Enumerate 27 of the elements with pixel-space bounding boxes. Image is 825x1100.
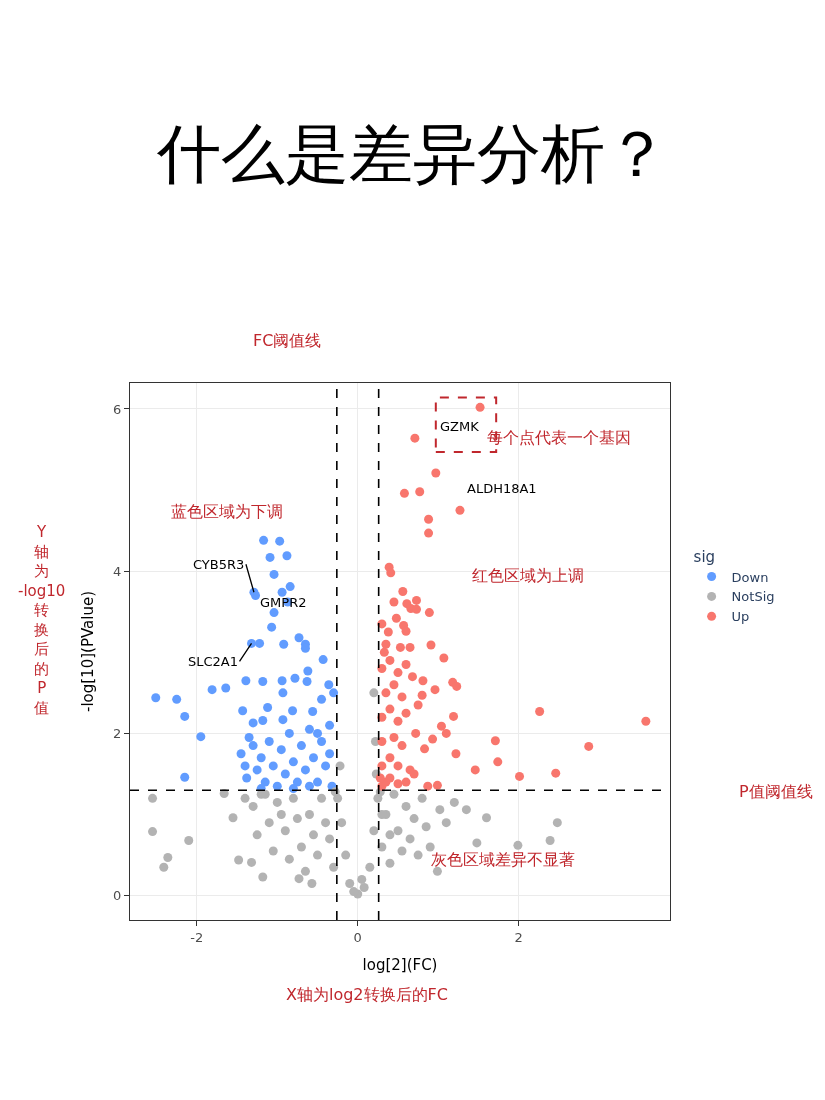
legend-label: Down xyxy=(731,569,769,585)
annotation: SLC2A1 xyxy=(188,654,239,669)
annotation: GZMK xyxy=(440,419,480,434)
annotation: CYB5R3 xyxy=(193,557,245,572)
legend-label: NotSig xyxy=(731,589,775,605)
y-tick-label: 2 xyxy=(113,725,122,741)
x-tick-label: 0 xyxy=(353,929,362,945)
annotation: GMPR2 xyxy=(260,595,307,610)
annotation: 蓝色区域为下调 xyxy=(171,502,283,521)
annotation: 每个点代表一个基因 xyxy=(487,428,631,447)
legend-label: Up xyxy=(731,609,750,625)
chart-title: 什么是差异分析？ xyxy=(155,117,669,192)
x-tick-label: -2 xyxy=(190,929,204,945)
legend-title: sig xyxy=(693,547,716,566)
x-axis-title: log[2](FC) xyxy=(362,955,438,974)
text: FC阈值线 xyxy=(253,331,322,350)
y-axis-title: -log[10](PValue) xyxy=(79,590,98,713)
annotation: 灰色区域差异不显著 xyxy=(431,850,575,869)
x-tick-label: 2 xyxy=(514,929,523,945)
text: P值阈值线 xyxy=(739,782,813,801)
annotation: ALDH18A1 xyxy=(467,481,537,496)
annotation: 红色区域为上调 xyxy=(472,566,584,585)
y-tick-label: 4 xyxy=(113,563,122,579)
text: Y轴为-log10转换后的P值 xyxy=(18,523,66,717)
text: X轴为log2转换后的FC xyxy=(286,985,448,1004)
y-tick-label: 0 xyxy=(113,888,122,904)
y-tick-label: 6 xyxy=(113,401,122,417)
